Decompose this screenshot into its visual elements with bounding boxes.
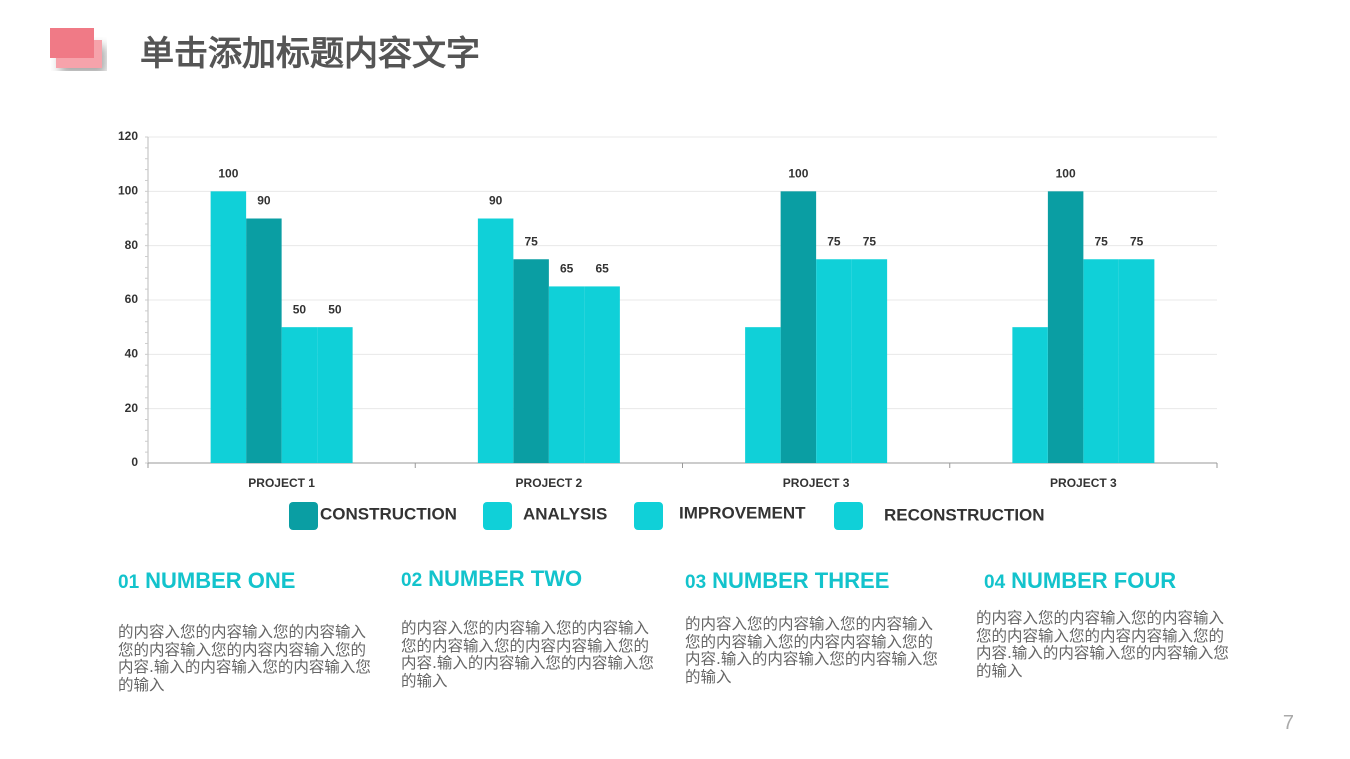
- x-tick-label: PROJECT 2: [516, 476, 583, 490]
- section-body: 的内容入您的内容输入您的内容输入您的内容输入您的内容内容输入您的内容.输入的内容…: [685, 615, 938, 686]
- title-icon: [50, 28, 102, 68]
- section-number: 03: [685, 572, 707, 593]
- y-tick-label: 60: [125, 292, 139, 306]
- legend-swatch: [289, 502, 318, 530]
- data-label: 65: [560, 262, 574, 276]
- data-label: 50: [293, 302, 307, 316]
- section-heading: NUMBER ONE: [145, 568, 296, 593]
- bar: [816, 259, 852, 463]
- data-label: 50: [328, 302, 342, 316]
- data-label: 75: [1130, 234, 1144, 248]
- legend-swatch: [634, 502, 663, 530]
- bar: [513, 259, 549, 463]
- data-label: 75: [524, 234, 538, 248]
- x-tick-label: PROJECT 3: [1050, 476, 1117, 490]
- section: 02 NUMBER TWO 的内容入您的内容输入您的内容输入您的内容输入您的内容内…: [401, 566, 671, 690]
- bar: [851, 259, 888, 463]
- bar: [281, 327, 318, 463]
- section-number: 04: [984, 572, 1006, 593]
- section-heading: NUMBER FOUR: [1011, 568, 1177, 593]
- bar: [210, 191, 247, 464]
- page-number: 7: [1282, 712, 1294, 734]
- section-body: 的内容入您的内容输入您的内容输入您的内容输入您的内容内容输入您的内容.输入的内容…: [976, 609, 1229, 680]
- y-tick-label: 0: [131, 455, 138, 469]
- bar: [317, 327, 353, 463]
- x-tick-label: PROJECT 3: [783, 476, 850, 490]
- section-number: 02: [401, 570, 423, 591]
- y-tick-label: 80: [125, 238, 139, 252]
- x-tick-label: PROJECT 1: [248, 476, 315, 490]
- section-heading: NUMBER THREE: [712, 568, 890, 593]
- legend-label: IMPROVEMENT: [679, 503, 806, 522]
- data-label: 75: [1094, 234, 1108, 248]
- bar: [477, 218, 514, 463]
- section: 04 NUMBER FOUR 的内容入您的内容输入您的内容输入您的内容输入您的内容…: [976, 568, 1254, 680]
- section-body: 的内容入您的内容输入您的内容输入您的内容输入您的内容内容输入您的内容.输入的内容…: [401, 619, 654, 690]
- bar: [780, 191, 817, 464]
- slide-title: 单击添加标题内容文字: [140, 34, 480, 74]
- y-tick-label: 40: [125, 347, 139, 361]
- bar: [1047, 191, 1084, 464]
- data-label: 65: [595, 262, 609, 276]
- legend-swatch: [834, 502, 863, 530]
- data-label: 100: [788, 167, 808, 181]
- legend-label: RECONSTRUCTION: [884, 505, 1045, 524]
- chart: 0 20 40 60 80 100 120 PROJECT 1 90 100 50 50 PROJECT…: [118, 129, 1218, 530]
- bar: [1118, 259, 1155, 463]
- section: 03 NUMBER THREE 的内容入您的内容输入您的内容输入您的内容输入您的内…: [685, 568, 955, 686]
- bar: [584, 286, 620, 463]
- y-tick-label: 20: [125, 401, 139, 415]
- section-heading: NUMBER TWO: [428, 566, 583, 591]
- data-label: 100: [218, 167, 238, 181]
- section: 01 NUMBER ONE 的内容入您的内容输入您的内容输入您的内容输入您的内容内…: [118, 568, 388, 694]
- section-body: 的内容入您的内容输入您的内容输入您的内容输入您的内容内容输入您的内容.输入的内容…: [118, 623, 371, 694]
- data-label: 75: [827, 234, 841, 248]
- data-label: 75: [863, 234, 877, 248]
- data-label: 100: [1056, 167, 1076, 181]
- bar: [548, 286, 585, 463]
- bar: [1012, 327, 1048, 463]
- bar: [1083, 259, 1119, 463]
- y-tick-label: 100: [118, 184, 138, 198]
- bar: [246, 218, 282, 463]
- legend-label: CONSTRUCTION: [320, 504, 457, 523]
- data-label: 90: [257, 194, 271, 208]
- section-number: 01: [118, 572, 140, 593]
- legend-swatch: [483, 502, 512, 530]
- legend-label: ANALYSIS: [523, 504, 607, 523]
- y-tick-label: 120: [118, 129, 138, 143]
- data-label: 90: [489, 194, 503, 208]
- bar: [745, 327, 781, 463]
